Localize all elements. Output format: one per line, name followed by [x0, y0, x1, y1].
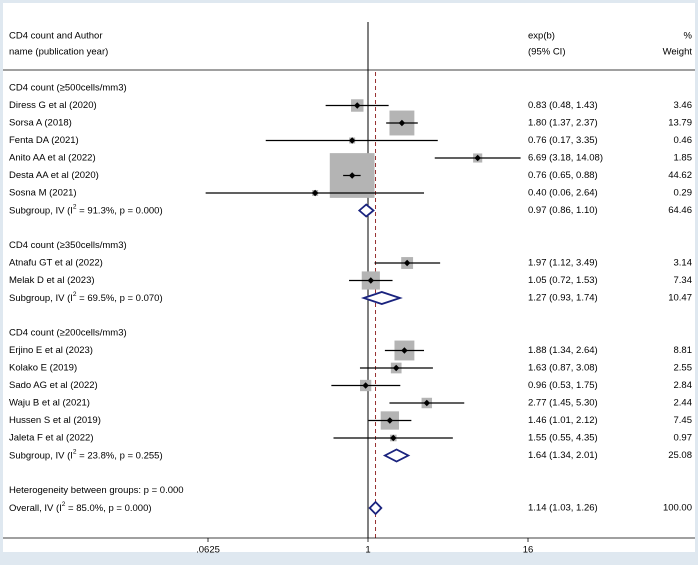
- study-weight-text: 3.14: [674, 258, 693, 269]
- study-label: Sorsa A (2018): [9, 118, 72, 129]
- study-point-estimate: [401, 347, 408, 354]
- study-point-estimate: [348, 137, 356, 144]
- overall-pooled-ci-text: 1.14 (1.03, 1.26): [528, 503, 598, 514]
- study-point-estimate: [423, 399, 430, 407]
- study-weight-text: 0.29: [674, 188, 693, 199]
- study-ci-text: 6.69 (3.18, 14.08): [528, 153, 603, 164]
- study-label: Atnafu GT et al (2022): [9, 258, 103, 269]
- subgroup-pooled-label: Subgroup, IV (I2 = 69.5%, p = 0.070): [9, 291, 163, 303]
- study-ci-text: 0.40 (0.06, 2.64): [528, 188, 598, 199]
- plot-panel: [3, 3, 695, 552]
- header-effect-label-line2: (95% CI): [528, 47, 565, 58]
- study-point-estimate: [390, 434, 397, 442]
- subgroup-title: CD4 count (≥200cells/mm3): [9, 328, 127, 339]
- overall-pooled-label: Overall, IV (I2 = 85.0%, p = 0.000): [9, 501, 152, 513]
- study-ci-text: 2.77 (1.45, 5.30): [528, 398, 598, 409]
- subgroup-pooled-label: Subgroup, IV (I2 = 23.8%, p = 0.255): [9, 449, 163, 461]
- study-ci-text: 1.88 (1.34, 2.64): [528, 345, 598, 356]
- heterogeneity-text: Heterogeneity between groups: p = 0.000: [9, 485, 184, 496]
- subgroup-pooled-label: Subgroup, IV (I2 = 91.3%, p = 0.000): [9, 204, 163, 216]
- subgroup-pooled-ci-text: 0.97 (0.86, 1.10): [528, 205, 598, 216]
- overall-pooled-weight-text: 100.00: [663, 503, 692, 514]
- study-ci-text: 0.76 (0.65, 0.88): [528, 170, 598, 181]
- study-weight-text: 0.97: [674, 433, 693, 444]
- study-label: Fenta DA (2021): [9, 135, 79, 146]
- study-weight-text: 44.62: [668, 170, 692, 181]
- subgroup-title: CD4 count (≥350cells/mm3): [9, 240, 127, 251]
- study-weight-text: 2.44: [674, 398, 693, 409]
- study-label: Erjino E et al (2023): [9, 345, 93, 356]
- study-weight-text: 7.45: [674, 415, 693, 426]
- study-point-estimate: [367, 277, 375, 284]
- subgroup-pooled-weight-text: 10.47: [668, 293, 692, 304]
- overall-pooled-diamond: [368, 500, 383, 516]
- study-point-estimate: [398, 119, 406, 127]
- subgroup-pooled-weight-text: 64.46: [668, 205, 692, 216]
- study-label: Melak D et al (2023): [9, 275, 95, 286]
- study-weight-text: 0.46: [674, 135, 693, 146]
- study-ci-text: 1.46 (1.01, 2.12): [528, 415, 598, 426]
- study-point-estimate: [348, 172, 356, 179]
- header-study-label-line1: CD4 count and Author: [9, 31, 102, 42]
- study-label: Diress G et al (2020): [9, 100, 97, 111]
- study-ci-text: 1.80 (1.37, 2.37): [528, 118, 598, 129]
- study-label: Sado AG et al (2022): [9, 380, 98, 391]
- header-weight-label-line2: Weight: [663, 47, 693, 58]
- subgroup-pooled-diamond: [382, 448, 411, 463]
- study-label: Kolako E (2019): [9, 363, 77, 374]
- study-weight-text: 7.34: [674, 275, 693, 286]
- study-label: Desta AA et al (2020): [9, 170, 99, 181]
- header-effect-label-line1: exp(b): [528, 31, 555, 42]
- study-point-estimate: [362, 382, 369, 389]
- study-point-estimate: [311, 189, 319, 197]
- study-ci-text: 1.97 (1.12, 3.49): [528, 258, 598, 269]
- study-weight-text: 3.46: [674, 100, 693, 111]
- study-label: Anito AA et al (2022): [9, 153, 96, 164]
- study-ci-text: 1.63 (0.87, 3.08): [528, 363, 598, 374]
- study-weight-text: 8.81: [674, 345, 693, 356]
- study-label: Jaleta F et al (2022): [9, 433, 94, 444]
- study-weight-text: 13.79: [668, 118, 692, 129]
- study-label: Sosna M (2021): [9, 188, 77, 199]
- subgroup-pooled-ci-text: 1.27 (0.93, 1.74): [528, 293, 598, 304]
- subgroup-pooled-weight-text: 25.08: [668, 450, 692, 461]
- study-ci-text: 0.96 (0.53, 1.75): [528, 380, 598, 391]
- study-weight-text: 2.55: [674, 363, 693, 374]
- study-label: Waju B et al (2021): [9, 398, 90, 409]
- study-label: Hussen S et al (2019): [9, 415, 101, 426]
- header-study-label-line2: name (publication year): [9, 47, 108, 58]
- study-weight-text: 1.85: [674, 153, 693, 164]
- header-weight-label-line1: %: [684, 31, 693, 42]
- study-point-estimate: [354, 102, 361, 109]
- study-point-estimate: [474, 154, 481, 162]
- study-point-estimate: [386, 417, 394, 424]
- study-ci-text: 0.83 (0.48, 1.43): [528, 100, 598, 111]
- study-point-estimate: [392, 364, 400, 372]
- study-ci-text: 1.05 (0.72, 1.53): [528, 275, 598, 286]
- subgroup-pooled-diamond: [360, 291, 403, 305]
- subgroup-pooled-ci-text: 1.64 (1.34, 2.01): [528, 450, 598, 461]
- x-axis-tick-label: 16: [523, 545, 534, 556]
- x-axis-tick-label: 1: [365, 545, 370, 556]
- x-axis-tick-label: .0625: [196, 545, 220, 556]
- study-point-estimate: [403, 259, 411, 267]
- study-weight-text: 2.84: [674, 380, 693, 391]
- study-ci-text: 1.55 (0.55, 4.35): [528, 433, 598, 444]
- subgroup-pooled-diamond: [357, 203, 375, 218]
- subgroup-title: CD4 count (≥500cells/mm3): [9, 83, 127, 94]
- study-ci-text: 0.76 (0.17, 3.35): [528, 135, 598, 146]
